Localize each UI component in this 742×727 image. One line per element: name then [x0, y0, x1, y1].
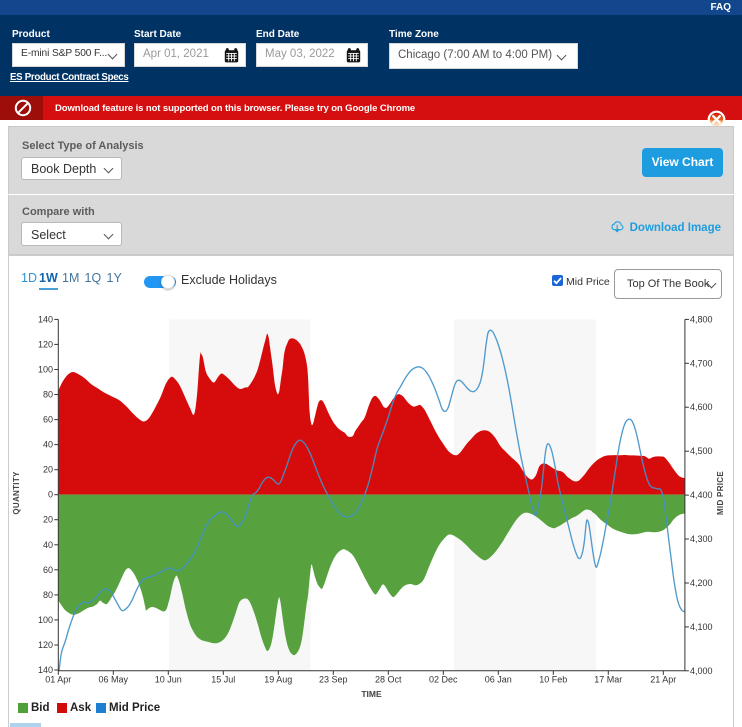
svg-text:4,100: 4,100 — [690, 622, 713, 632]
svg-text:60: 60 — [43, 565, 53, 575]
svg-text:28 Oct: 28 Oct — [375, 675, 402, 685]
svg-text:17 Mar: 17 Mar — [594, 675, 622, 685]
svg-text:01 Apr: 01 Apr — [45, 675, 71, 685]
svg-text:4,700: 4,700 — [690, 358, 713, 368]
svg-text:23 Sep: 23 Sep — [319, 675, 348, 685]
svg-text:MID PRICE: MID PRICE — [716, 471, 725, 515]
svg-text:19 Aug: 19 Aug — [264, 675, 292, 685]
svg-text:4,300: 4,300 — [690, 534, 713, 544]
svg-text:4,400: 4,400 — [690, 490, 713, 500]
svg-text:02 Dec: 02 Dec — [429, 675, 458, 685]
svg-text:20: 20 — [43, 515, 53, 525]
svg-text:21 Apr: 21 Apr — [650, 675, 676, 685]
svg-text:10 Feb: 10 Feb — [539, 675, 567, 685]
svg-text:40: 40 — [43, 540, 53, 550]
svg-text:4,200: 4,200 — [690, 578, 713, 588]
svg-text:0: 0 — [48, 490, 53, 500]
svg-text:20: 20 — [43, 465, 53, 475]
svg-text:140: 140 — [38, 314, 53, 324]
svg-text:4,000: 4,000 — [690, 666, 713, 676]
svg-text:06 Jan: 06 Jan — [485, 675, 512, 685]
svg-text:40: 40 — [43, 440, 53, 450]
svg-text:100: 100 — [38, 365, 53, 375]
svg-text:4,500: 4,500 — [690, 446, 713, 456]
svg-text:80: 80 — [43, 590, 53, 600]
svg-text:4,800: 4,800 — [690, 314, 713, 324]
svg-text:140: 140 — [38, 665, 53, 675]
svg-text:QUANTITY: QUANTITY — [12, 471, 21, 515]
svg-text:80: 80 — [43, 390, 53, 400]
svg-text:TIME: TIME — [361, 689, 382, 699]
svg-text:60: 60 — [43, 415, 53, 425]
svg-text:15 Jul: 15 Jul — [211, 675, 235, 685]
svg-text:10 Jun: 10 Jun — [155, 675, 182, 685]
svg-text:120: 120 — [38, 640, 53, 650]
svg-text:100: 100 — [38, 615, 53, 625]
svg-text:120: 120 — [38, 339, 53, 349]
svg-text:4,600: 4,600 — [690, 402, 713, 412]
svg-text:06 May: 06 May — [99, 675, 129, 685]
